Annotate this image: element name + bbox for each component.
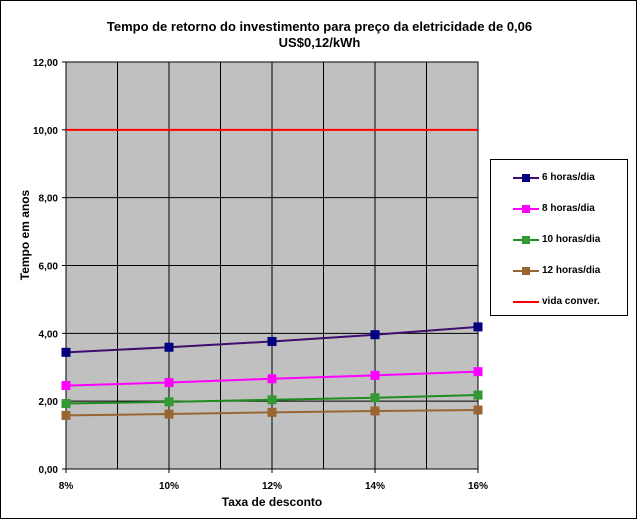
y-axis-ticks: 0,00 2,00 4,00 6,00 8,00 10,00 12,00 xyxy=(33,58,66,476)
legend-item: 10 horas/dia xyxy=(491,233,627,247)
legend-label: 12 horas/dia xyxy=(542,265,601,276)
legend-swatch-marker xyxy=(522,236,530,244)
data-point-marker xyxy=(370,406,380,416)
y-tick-label: 8,00 xyxy=(39,194,59,205)
data-point-marker xyxy=(61,399,71,409)
data-point-marker xyxy=(164,378,174,388)
data-point-marker xyxy=(370,370,380,380)
legend-swatch xyxy=(513,205,539,213)
data-point-marker xyxy=(164,342,174,352)
legend-label: 10 horas/dia xyxy=(542,234,601,245)
data-point-marker xyxy=(370,393,380,403)
data-point-marker xyxy=(164,397,174,407)
y-tick-label: 12,00 xyxy=(33,58,58,69)
data-point-marker xyxy=(267,395,277,405)
data-point-marker xyxy=(473,367,483,377)
chart-title-line-1: Tempo de retorno do investimento para pr… xyxy=(106,19,533,34)
legend-swatch xyxy=(513,267,539,275)
legend-item: 6 horas/dia xyxy=(491,171,627,185)
legend-swatch xyxy=(513,301,539,303)
y-axis-label: Tempo em anos xyxy=(18,189,32,280)
data-point-marker xyxy=(61,410,71,420)
x-tick-label: 16% xyxy=(468,481,488,492)
y-tick-label: 6,00 xyxy=(39,262,59,273)
data-point-marker xyxy=(267,407,277,417)
data-point-marker xyxy=(473,390,483,400)
y-tick-label: 0,00 xyxy=(39,465,59,476)
series-layer xyxy=(61,128,483,420)
legend-swatch-marker xyxy=(522,174,530,182)
legend-item: 12 horas/dia xyxy=(491,264,627,278)
y-tick-label: 2,00 xyxy=(39,397,59,408)
x-tick-label: 14% xyxy=(365,481,385,492)
data-point-marker xyxy=(61,381,71,391)
legend-swatch-marker xyxy=(522,205,530,213)
y-tick-label: 10,00 xyxy=(33,126,58,137)
x-tick-label: 12% xyxy=(262,481,282,492)
x-tick-label: 10% xyxy=(159,481,179,492)
legend-item: vida conver. xyxy=(491,295,627,309)
data-point-marker xyxy=(267,374,277,384)
data-point-marker xyxy=(267,336,277,346)
legend-swatch xyxy=(513,174,539,182)
x-axis-label: Taxa de desconto xyxy=(222,495,322,509)
data-point-marker xyxy=(61,347,71,357)
legend-swatch-marker xyxy=(522,267,530,275)
legend-swatch xyxy=(513,236,539,244)
data-point-marker xyxy=(370,330,380,340)
x-axis-ticks: 8% 10% 12% 14% 16% xyxy=(59,469,488,492)
legend-item: 8 horas/dia xyxy=(491,202,627,216)
legend-label: 8 horas/dia xyxy=(542,203,595,214)
x-tick-label: 8% xyxy=(59,481,74,492)
data-point-marker xyxy=(473,322,483,332)
chart-title-line-2: US$0,12/kWh xyxy=(278,35,361,50)
data-point-marker xyxy=(164,409,174,419)
legend: 6 horas/dia 8 horas/dia 10 horas/dia 12 hor… xyxy=(490,159,628,316)
legend-label: 6 horas/dia xyxy=(542,172,595,183)
legend-label: vida conver. xyxy=(542,296,600,307)
y-tick-label: 4,00 xyxy=(39,329,59,340)
data-point-marker xyxy=(473,405,483,415)
